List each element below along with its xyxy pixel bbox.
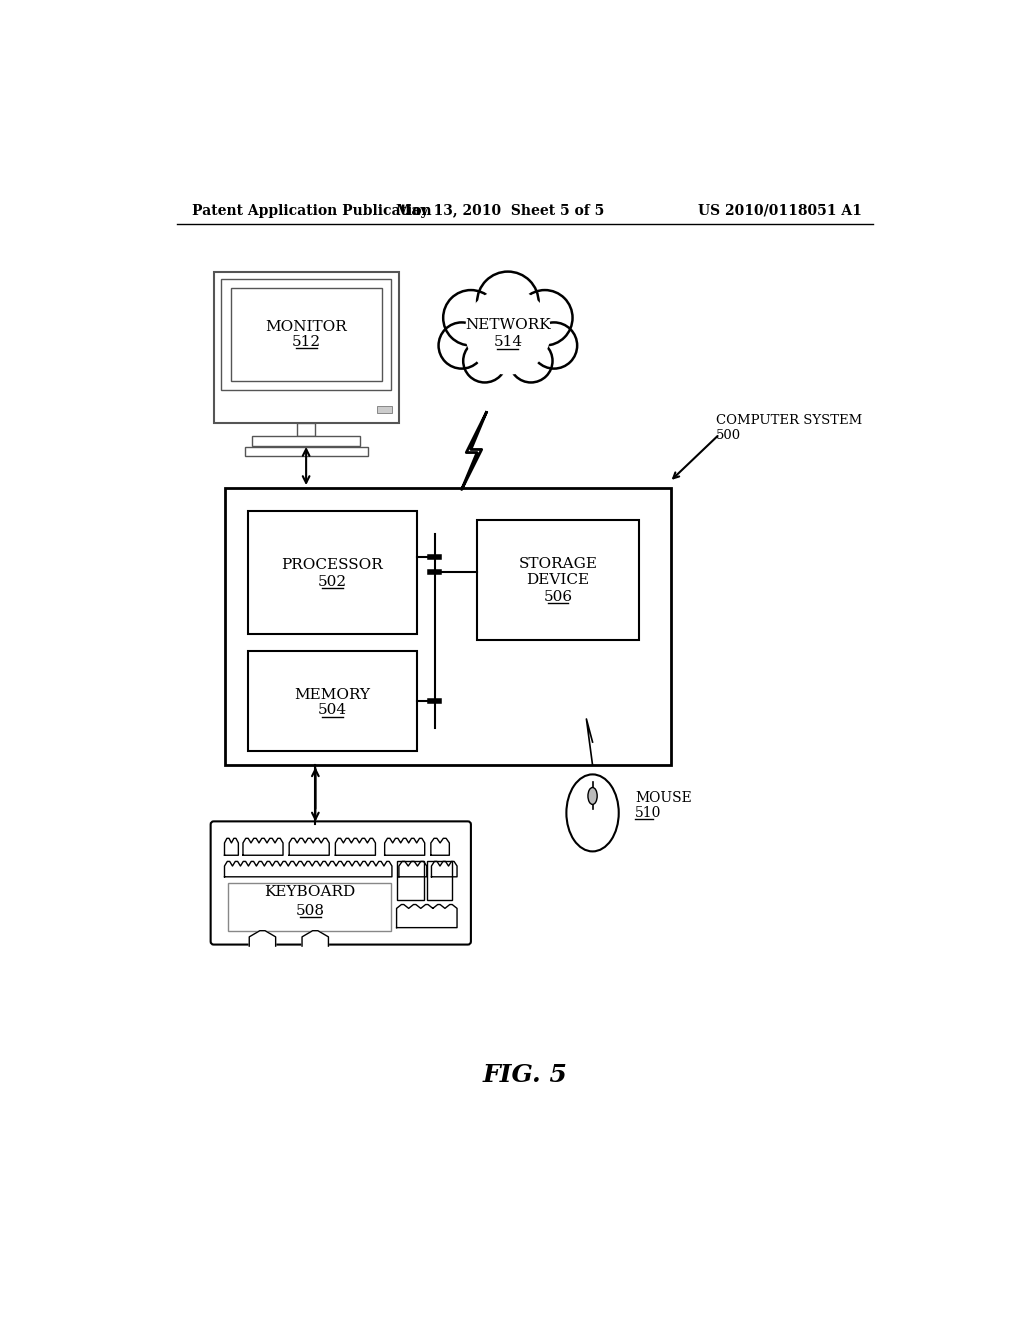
Text: DEVICE: DEVICE (526, 573, 590, 586)
Text: MOUSE: MOUSE (635, 791, 691, 804)
FancyBboxPatch shape (211, 821, 471, 945)
Polygon shape (336, 838, 376, 855)
Text: 508: 508 (296, 904, 325, 917)
Bar (228, 883, 391, 931)
Polygon shape (462, 412, 486, 490)
Bar (245, 447, 368, 457)
Text: NETWORK: NETWORK (465, 318, 551, 333)
Text: KEYBOARD: KEYBOARD (264, 886, 356, 899)
Text: 504: 504 (317, 704, 347, 718)
Ellipse shape (588, 788, 597, 804)
Polygon shape (243, 838, 283, 855)
Text: Patent Application Publication: Patent Application Publication (193, 203, 432, 218)
Circle shape (509, 339, 553, 383)
Bar (427, 862, 453, 900)
Circle shape (466, 289, 550, 374)
Text: FIG. 5: FIG. 5 (482, 1063, 567, 1086)
Text: 514: 514 (494, 335, 522, 350)
Bar (252, 437, 360, 446)
Text: PROCESSOR: PROCESSOR (282, 558, 383, 572)
Text: 500: 500 (716, 429, 741, 442)
Text: 506: 506 (544, 590, 572, 603)
Text: US 2010/0118051 A1: US 2010/0118051 A1 (698, 203, 862, 218)
Circle shape (531, 322, 578, 368)
Polygon shape (224, 838, 239, 855)
Bar (221, 279, 391, 391)
Bar (214, 272, 398, 422)
Polygon shape (302, 931, 329, 946)
Bar (297, 422, 315, 437)
Circle shape (463, 339, 506, 383)
Polygon shape (431, 862, 457, 876)
Circle shape (443, 290, 499, 346)
Bar (477, 520, 639, 640)
Polygon shape (399, 862, 427, 876)
Bar (224, 488, 671, 766)
Text: COMPUTER SYSTEM: COMPUTER SYSTEM (716, 413, 862, 426)
Bar (396, 862, 425, 900)
Text: 502: 502 (317, 576, 347, 589)
Text: MEMORY: MEMORY (294, 688, 371, 702)
Ellipse shape (566, 775, 618, 851)
Bar (248, 511, 417, 635)
Circle shape (517, 290, 572, 346)
Bar (230, 288, 382, 381)
Polygon shape (431, 838, 450, 855)
Text: May 13, 2010  Sheet 5 of 5: May 13, 2010 Sheet 5 of 5 (396, 203, 604, 218)
Circle shape (477, 272, 539, 333)
Bar (377, 405, 392, 413)
Text: 512: 512 (292, 335, 321, 348)
Polygon shape (224, 862, 392, 876)
Polygon shape (385, 838, 425, 855)
Text: STORAGE: STORAGE (518, 557, 597, 572)
Text: 510: 510 (635, 807, 662, 820)
Polygon shape (289, 838, 330, 855)
Circle shape (438, 322, 484, 368)
Bar (248, 651, 417, 751)
Circle shape (488, 326, 527, 364)
Text: MONITOR: MONITOR (265, 319, 347, 334)
Polygon shape (396, 904, 457, 928)
Polygon shape (249, 931, 275, 946)
